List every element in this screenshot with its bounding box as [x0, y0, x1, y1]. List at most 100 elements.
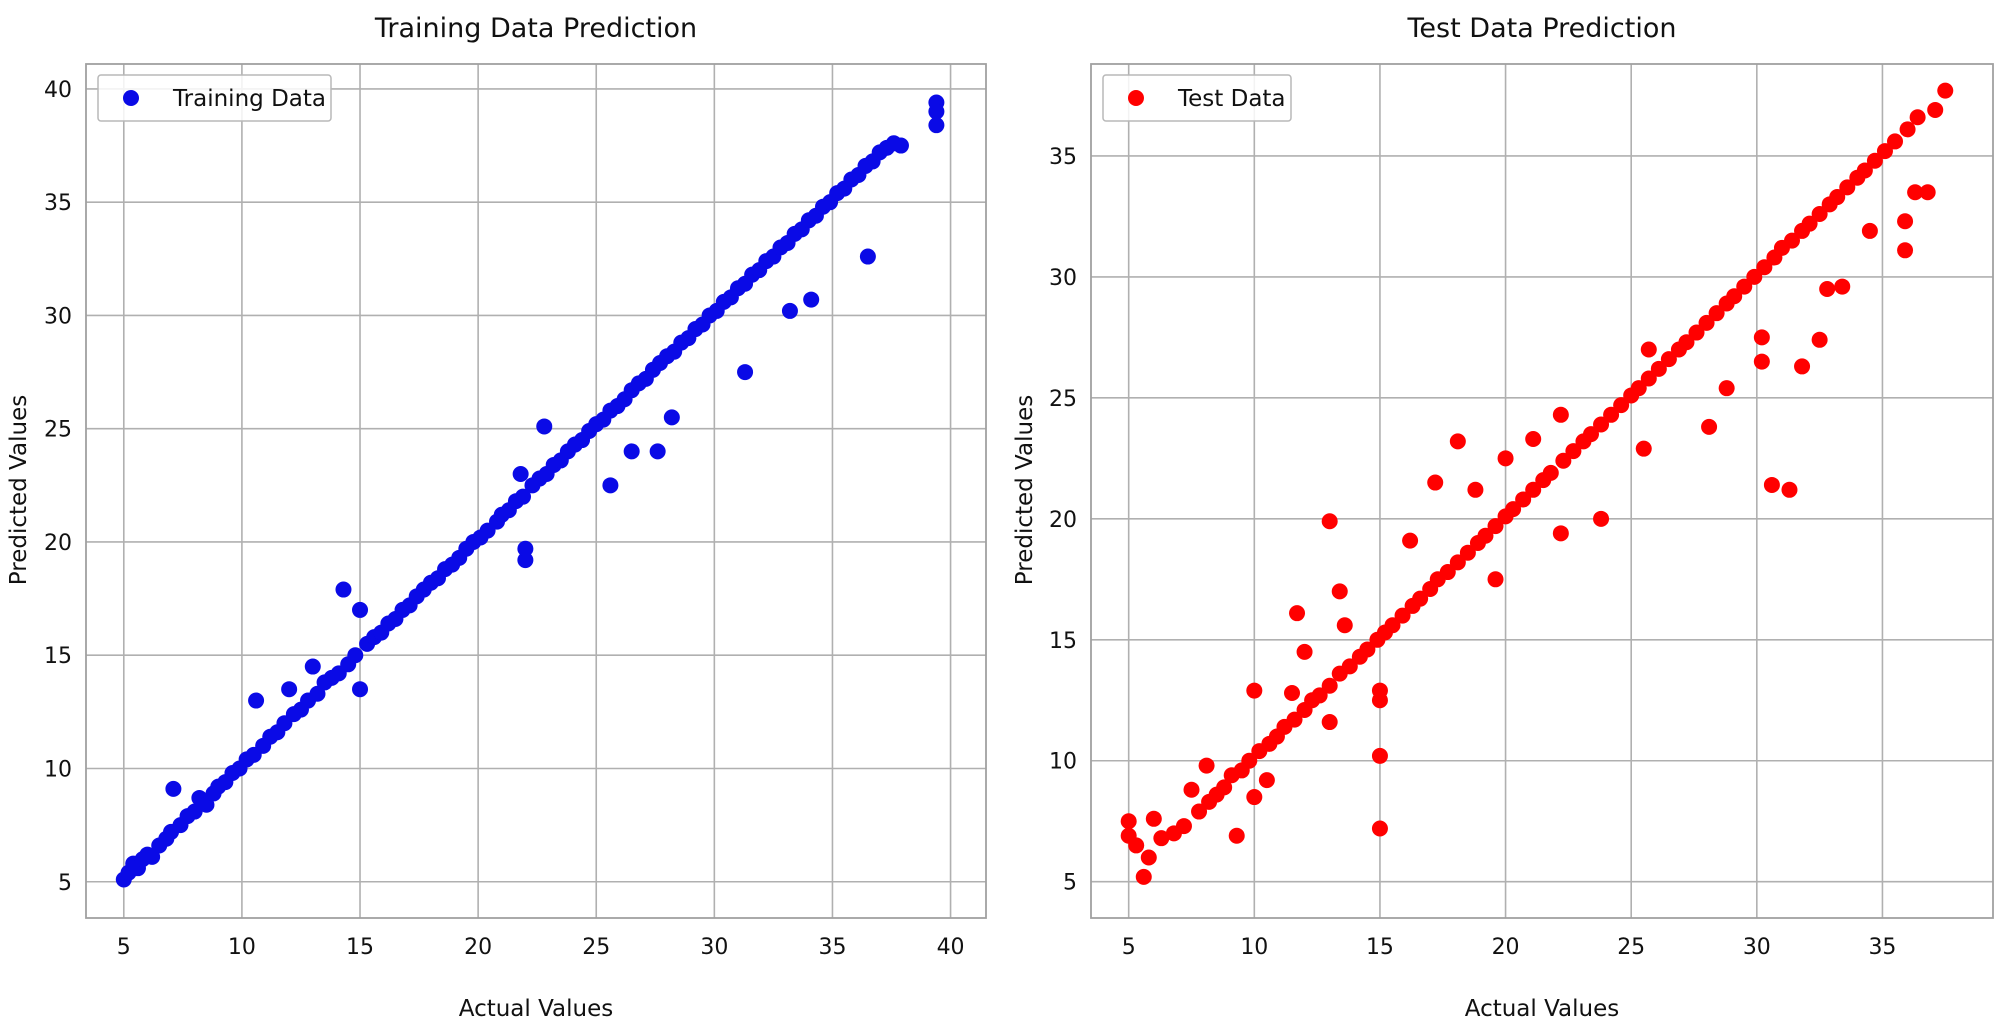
- data-point: [512, 466, 529, 483]
- y-tick-label: 20: [44, 531, 72, 556]
- data-point: [1726, 288, 1743, 305]
- data-point: [352, 681, 369, 698]
- legend: Test Data: [1102, 74, 1292, 122]
- data-point: [1582, 426, 1599, 443]
- legend: Training Data: [97, 74, 332, 122]
- data-point: [1593, 510, 1610, 527]
- data-point: [1525, 430, 1542, 447]
- data-point: [1191, 803, 1208, 820]
- data-point: [1246, 789, 1263, 806]
- x-tick-label: 25: [1617, 935, 1645, 960]
- data-point: [1783, 232, 1800, 249]
- data-point: [1899, 121, 1916, 138]
- data-point: [1286, 711, 1303, 728]
- data-point: [1736, 278, 1753, 295]
- data-point: [1311, 687, 1328, 704]
- data-point: [928, 117, 945, 134]
- data-point: [649, 443, 666, 460]
- data-point: [352, 601, 369, 618]
- data-point: [1477, 527, 1494, 544]
- data-point: [1120, 813, 1137, 830]
- data-point: [186, 803, 203, 820]
- x-tick-label: 25: [582, 935, 610, 960]
- data-point: [1801, 215, 1818, 232]
- training-chart: Training Data Prediction Actual Values P…: [6, 13, 987, 1022]
- legend-box: [97, 74, 332, 122]
- data-point: [1459, 544, 1476, 561]
- data-point: [1296, 643, 1313, 660]
- data-point: [1371, 820, 1388, 837]
- data-point: [1439, 564, 1456, 581]
- data-point: [1937, 82, 1954, 99]
- data-point: [1593, 416, 1610, 433]
- data-point: [517, 552, 534, 569]
- data-point: [1505, 501, 1522, 518]
- data-point: [281, 681, 298, 698]
- data-point: [1919, 184, 1936, 201]
- data-point: [1542, 464, 1559, 481]
- data-point: [1635, 440, 1652, 457]
- data-point: [1819, 280, 1836, 297]
- data-point: [663, 409, 680, 426]
- data-point: [1371, 747, 1388, 764]
- data-point: [1613, 397, 1630, 414]
- data-point: [1331, 583, 1348, 600]
- data-point: [1341, 658, 1358, 675]
- data-point: [1384, 617, 1401, 634]
- y-tick-label: 25: [44, 418, 72, 443]
- test-chart: Test Data Prediction Actual Values Predi…: [1012, 13, 1994, 1022]
- y-tick-label: 35: [1049, 145, 1077, 170]
- data-point: [1640, 341, 1657, 358]
- data-point: [1552, 525, 1569, 542]
- data-point: [347, 647, 364, 664]
- x-tick-label: 15: [346, 935, 374, 960]
- data-point: [1753, 353, 1770, 370]
- data-point: [892, 137, 909, 154]
- data-point: [1897, 242, 1914, 259]
- y-tick-label: 30: [44, 304, 72, 329]
- data-point: [602, 477, 619, 494]
- data-point: [1781, 481, 1798, 498]
- data-point: [1701, 418, 1718, 435]
- x-tick-label: 35: [818, 935, 846, 960]
- plot-frame: [1090, 63, 1994, 919]
- data-point: [515, 488, 532, 505]
- y-tick-label: 40: [44, 78, 72, 103]
- data-point: [536, 418, 553, 435]
- tick-labels: 5 10 15 20 25 30 35 5 10 15 20 25 30 35: [1049, 145, 1896, 960]
- data-points: [115, 94, 945, 888]
- x-tick-label: 5: [1122, 935, 1136, 960]
- x-tick-label: 30: [700, 935, 728, 960]
- data-point: [781, 302, 798, 319]
- data-point: [1811, 205, 1828, 222]
- data-points: [1120, 82, 1954, 885]
- data-point: [623, 443, 640, 460]
- data-point: [1678, 334, 1695, 351]
- data-point: [1660, 351, 1677, 368]
- legend-label: Training Data: [172, 86, 326, 112]
- data-point: [737, 364, 754, 381]
- data-point: [1427, 474, 1444, 491]
- data-point: [1861, 222, 1878, 239]
- data-point: [1887, 133, 1904, 150]
- data-point: [1359, 641, 1376, 658]
- data-point: [1746, 268, 1763, 285]
- data-point: [1487, 571, 1504, 588]
- data-point: [1246, 682, 1263, 699]
- data-point: [1909, 109, 1926, 126]
- plot-frame: [85, 63, 987, 919]
- chart-title: Test Data Prediction: [1407, 13, 1677, 44]
- data-point: [1525, 481, 1542, 498]
- data-point: [1153, 830, 1170, 847]
- legend-marker: [123, 90, 139, 106]
- data-point: [1555, 452, 1572, 469]
- data-point: [248, 692, 265, 709]
- data-point: [1371, 682, 1388, 699]
- data-point: [1565, 443, 1582, 460]
- y-tick-label: 30: [1049, 266, 1077, 291]
- data-point: [1856, 162, 1873, 179]
- y-tick-label: 15: [1049, 629, 1077, 654]
- data-point: [1907, 184, 1924, 201]
- grid: [86, 64, 986, 918]
